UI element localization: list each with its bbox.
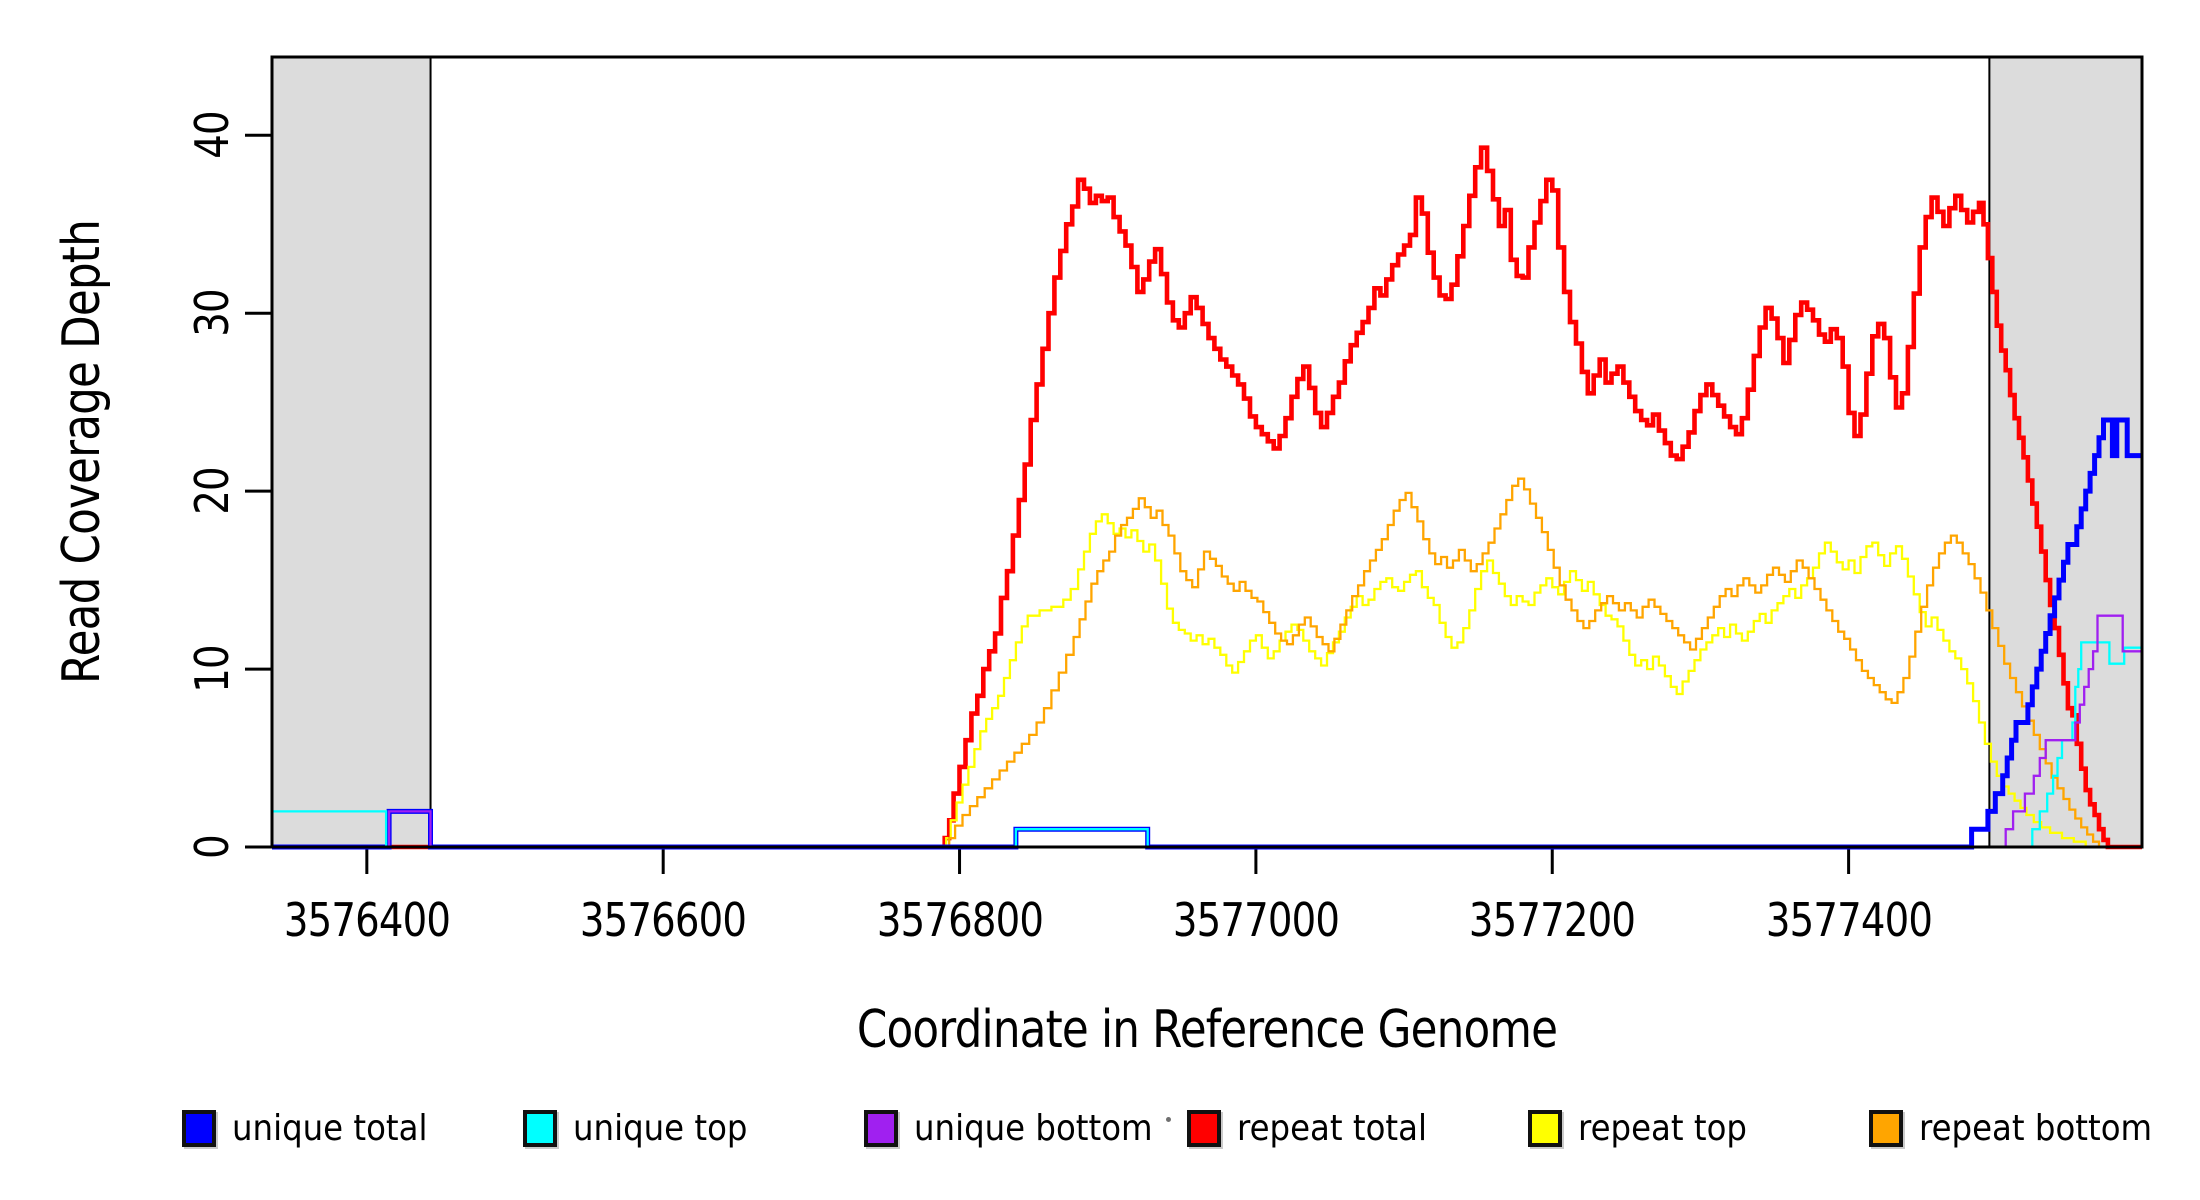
series-unique-bottom (272, 614, 2142, 849)
series-repeat-total (272, 145, 2142, 850)
x-tick-label-text: 3576400 (283, 893, 451, 947)
legend-swatch-repeat-bottom (1869, 1109, 1903, 1147)
legend-swatch-unique-total (182, 1109, 216, 1147)
y-tick-label-text: 40 (185, 111, 239, 160)
x-axis-title-text: Coordinate in Reference Genome (856, 1000, 1558, 1060)
legend-label: repeat total (1237, 1107, 1427, 1149)
y-tick-label-text: 30 (185, 289, 239, 337)
y-axis-title: Read Coverage Depth (52, 176, 112, 728)
series-unique-total (272, 417, 2142, 850)
series-repeat-bottom (272, 477, 2142, 849)
legend-swatch-unique-top (523, 1109, 557, 1147)
legend-label: repeat bottom (1919, 1107, 2153, 1149)
legend-swatch-repeat-top (1528, 1109, 1562, 1147)
legend-item-unique-total: unique total (182, 1107, 449, 1149)
series-repeat-top (272, 513, 2142, 849)
legend-item-unique-bottom: unique bottom (864, 1107, 1179, 1149)
legend-item-repeat-top: repeat top (1528, 1107, 1766, 1149)
x-tick-label-3576400: 3576400 (268, 893, 466, 947)
x-axis-title: Coordinate in Reference Genome (790, 1000, 1624, 1060)
legend-swatch-repeat-total (1187, 1109, 1221, 1147)
y-tick-label-text: 20 (185, 467, 239, 515)
legend-item-repeat-total: repeat total (1187, 1107, 1448, 1149)
legend-swatch-unique-bottom (864, 1109, 898, 1147)
legend-label: unique total (232, 1107, 428, 1149)
masked-region-0 (271, 56, 432, 848)
y-tick-label-20: 20 (185, 463, 239, 520)
x-tick-label-text: 3577400 (1765, 893, 1932, 947)
stray-dot (1166, 1117, 1171, 1122)
x-tick-label-3576800: 3576800 (861, 893, 1059, 947)
legend-label: unique bottom (914, 1107, 1153, 1149)
x-tick-label-3577200: 3577200 (1453, 893, 1651, 947)
y-tick-label-text: 10 (185, 645, 239, 693)
x-tick-label-3577000: 3577000 (1157, 893, 1355, 947)
x-tick-label-3577400: 3577400 (1750, 893, 1948, 947)
legend-item-unique-top: unique top (523, 1107, 767, 1149)
x-tick-label-3576600: 3576600 (564, 893, 762, 947)
y-tick-label-30: 30 (185, 285, 239, 342)
legend-label: repeat top (1578, 1107, 1748, 1149)
y-tick-label-40: 40 (185, 107, 239, 164)
plot-box (270, 55, 2144, 849)
y-tick-label-text: 0 (185, 835, 239, 859)
series-unique-top (272, 641, 2142, 849)
legend-label: unique top (573, 1107, 748, 1149)
x-tick-label-text: 3576800 (876, 893, 1043, 947)
x-tick-label-text: 3577200 (1469, 893, 1636, 947)
x-tick-label-text: 3576600 (580, 893, 747, 947)
x-tick-label-text: 3577000 (1172, 893, 1340, 947)
legend-item-repeat-bottom: repeat bottom (1869, 1107, 2178, 1149)
y-tick-label-0: 0 (185, 833, 239, 861)
y-axis-title-text: Read Coverage Depth (52, 220, 112, 684)
y-tick-label-10: 10 (185, 641, 239, 698)
